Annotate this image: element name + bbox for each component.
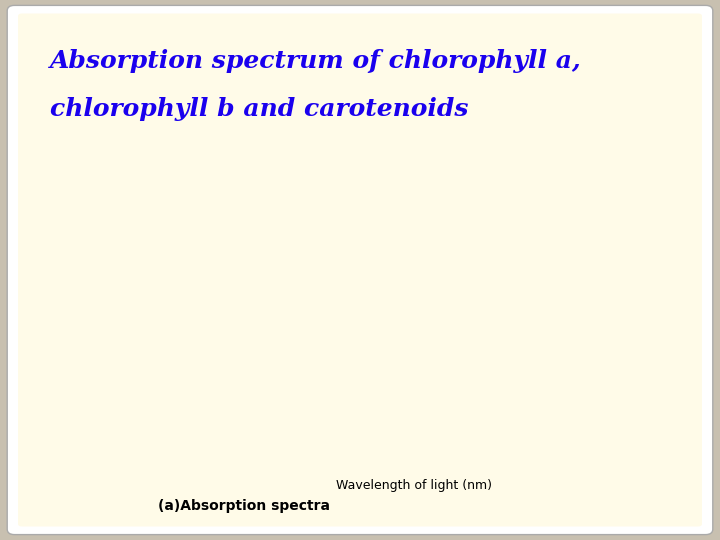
Text: 400: 400 [145, 432, 171, 445]
Y-axis label: Absorbance of light by
chloroplast pigments: Absorbance of light by chloroplast pigme… [125, 210, 153, 352]
Text: 500: 500 [305, 432, 331, 445]
Text: Chlorophyll a: Chlorophyll a [206, 184, 320, 210]
Text: chlorophyll b and carotenoids: chlorophyll b and carotenoids [50, 97, 469, 121]
Text: Carotenoids: Carotenoids [273, 168, 358, 282]
Text: 600: 600 [464, 432, 490, 445]
Text: (a)Absorption spectra: (a)Absorption spectra [158, 500, 330, 514]
Text: 700: 700 [624, 432, 650, 445]
Text: Wavelength of light (nm): Wavelength of light (nm) [336, 478, 492, 492]
Text: Absorption spectrum of chlorophyll a,: Absorption spectrum of chlorophyll a, [50, 49, 582, 72]
Text: Chlorophyll b: Chlorophyll b [248, 168, 352, 240]
